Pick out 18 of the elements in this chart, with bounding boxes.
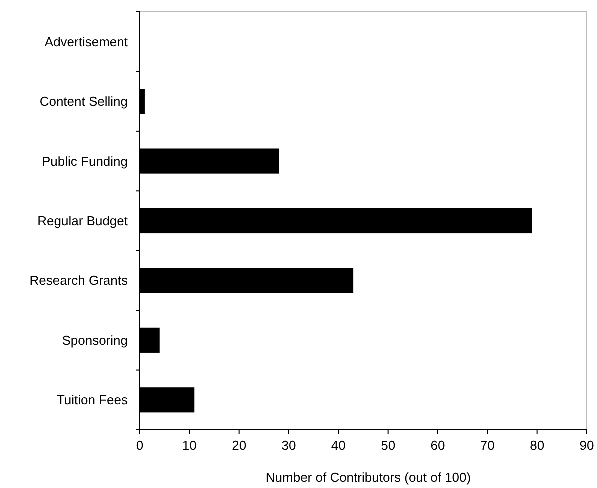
x-tick-label: 30 — [282, 438, 296, 453]
x-axis-title: Number of Contributors (out of 100) — [266, 470, 472, 485]
x-tick-label: 10 — [182, 438, 197, 453]
x-tick-label: 90 — [580, 438, 594, 453]
y-tick-label: Content Selling — [40, 94, 128, 110]
x-tick-label: 0 — [136, 438, 144, 453]
x-tick-label: 70 — [480, 438, 495, 453]
y-tick-label: Public Funding — [42, 154, 128, 169]
y-tick-label: Advertisement — [44, 34, 128, 50]
x-tick-label: 20 — [232, 438, 247, 453]
x-tick-label: 40 — [331, 438, 346, 453]
x-tick-label: 50 — [381, 438, 396, 453]
x-tick-label: 60 — [430, 438, 446, 453]
x-tick-label: 80 — [530, 438, 545, 453]
y-tick-label: Research Grants — [30, 273, 128, 288]
y-tick-label: Tuition Fees — [56, 392, 128, 408]
y-tick-label: Regular Budget — [38, 214, 128, 228]
y-tick-label: Sponsoring — [62, 332, 128, 348]
